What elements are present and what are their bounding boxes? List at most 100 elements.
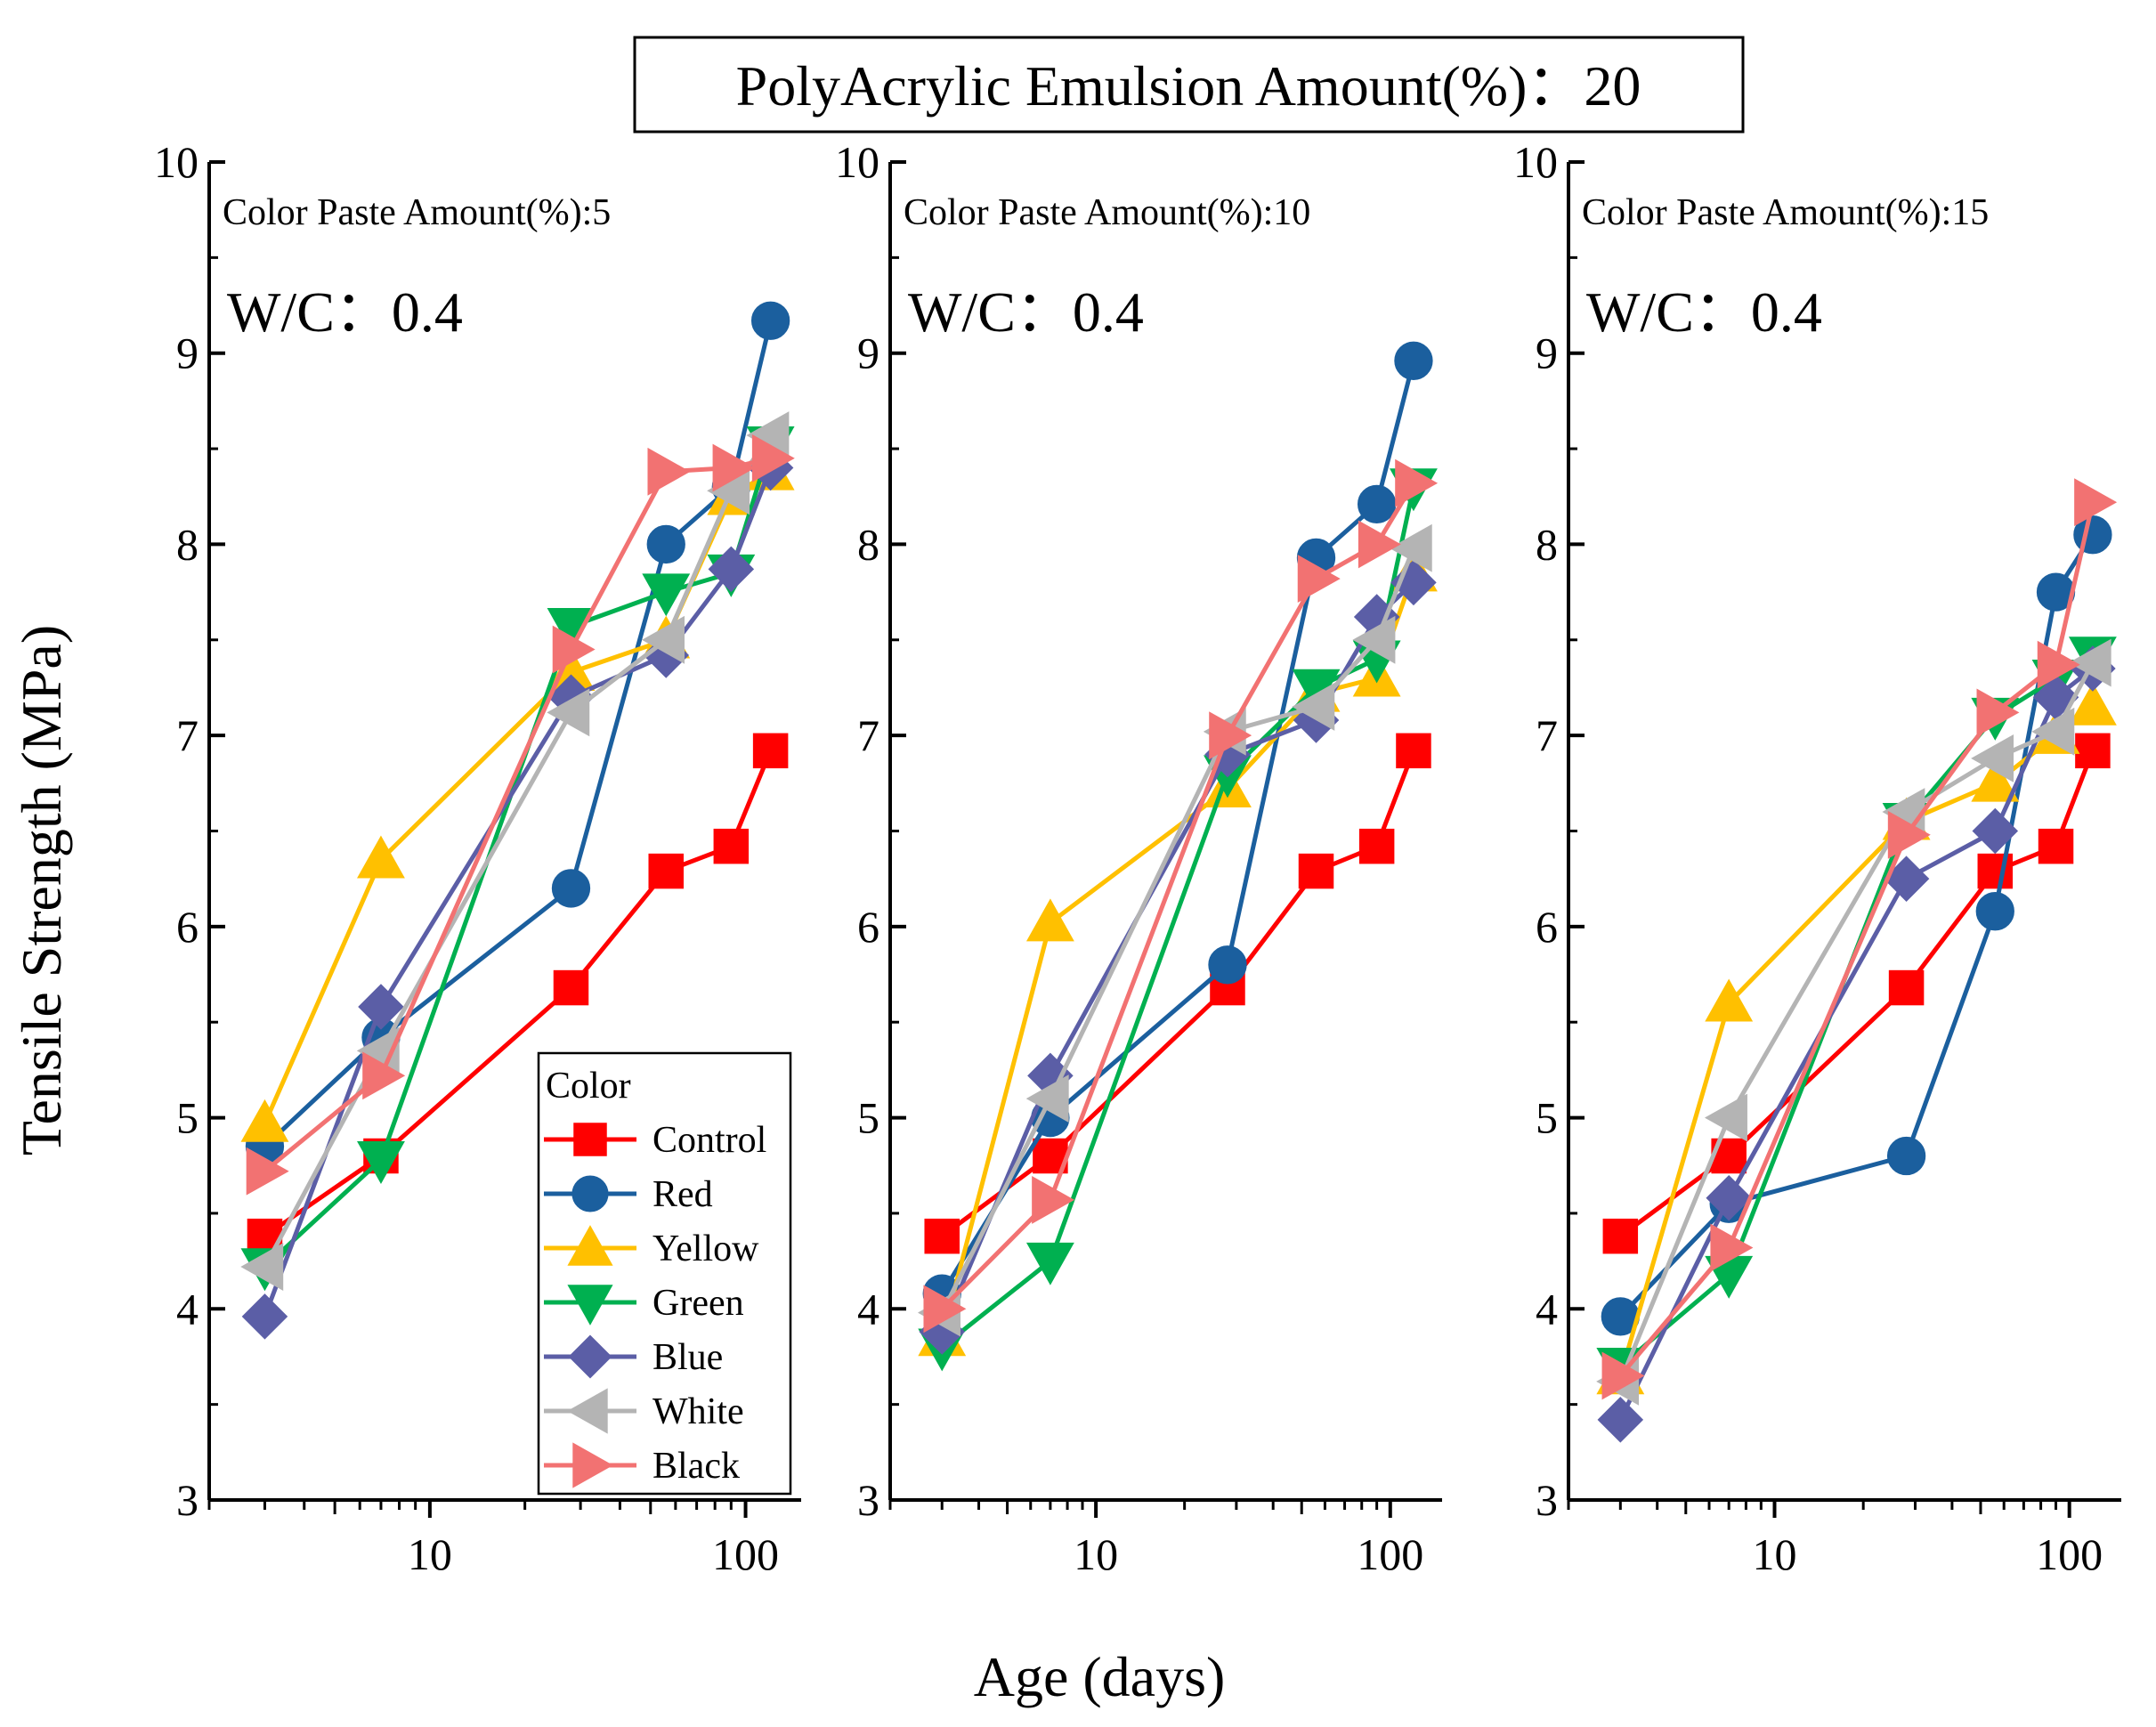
x-tick-label: 100 bbox=[712, 1529, 779, 1579]
series-black bbox=[1601, 478, 2118, 1400]
series-red bbox=[1601, 515, 2112, 1336]
y-tick-label: 8 bbox=[176, 519, 199, 569]
data-point-black bbox=[1358, 520, 1401, 569]
data-point-black bbox=[1297, 555, 1341, 604]
y-tick-label: 8 bbox=[1536, 519, 1558, 569]
legend-label: Blue bbox=[652, 1337, 723, 1378]
legend-entry-black: Black bbox=[544, 1442, 740, 1488]
data-point-black bbox=[2074, 478, 2118, 527]
data-point-control bbox=[752, 733, 789, 769]
y-tick-label: 3 bbox=[857, 1475, 879, 1525]
legend-marker-control bbox=[573, 1123, 607, 1156]
legend-label: Green bbox=[652, 1283, 744, 1324]
y-tick-label: 10 bbox=[835, 137, 879, 187]
legend-entry-green: Green bbox=[544, 1283, 744, 1326]
legend-entry-control: Control bbox=[544, 1120, 766, 1161]
data-point-control bbox=[713, 828, 750, 864]
y-tick-label: 5 bbox=[857, 1093, 879, 1143]
legend-label: Red bbox=[652, 1174, 713, 1215]
series-control bbox=[924, 733, 1431, 1254]
panel-annotation: W/C：0.4 bbox=[1586, 280, 1822, 344]
data-point-red bbox=[1208, 945, 1247, 985]
y-tick-label: 10 bbox=[1513, 137, 1558, 187]
series-line-red bbox=[1618, 533, 2095, 1318]
panels: 3 4 5 6 7 8 9 10 10 100 Color Paste Amount(%):5 W/C… bbox=[154, 137, 2121, 1579]
panel-3: 3 4 5 6 7 8 9 10 10 100 Color Paste Amount(%):15 W/… bbox=[1513, 137, 2121, 1579]
data-point-black bbox=[246, 1147, 289, 1196]
data-point-black bbox=[1601, 1351, 1645, 1400]
data-point-control bbox=[1396, 733, 1431, 769]
data-point-black bbox=[552, 625, 596, 674]
data-point-black bbox=[1209, 711, 1252, 760]
data-point-control bbox=[2038, 828, 2074, 864]
data-point-black bbox=[647, 447, 691, 496]
data-point-yellow bbox=[1971, 758, 2020, 802]
legend-label: Yellow bbox=[652, 1228, 759, 1269]
series-control bbox=[247, 733, 789, 1254]
data-point-blue bbox=[1597, 1397, 1644, 1443]
data-point-blue bbox=[241, 1293, 288, 1340]
series-blue bbox=[919, 559, 1437, 1355]
y-tick-label: 6 bbox=[1536, 902, 1558, 952]
panel-title: Color Paste Amount(%):15 bbox=[1582, 192, 1989, 233]
data-point-red bbox=[1975, 892, 2014, 931]
series-white bbox=[918, 523, 1432, 1337]
legend-label: White bbox=[652, 1391, 744, 1432]
series-line-white bbox=[939, 547, 1416, 1314]
legend-entry-white: White bbox=[544, 1388, 744, 1434]
data-point-black bbox=[1710, 1223, 1754, 1272]
figure-title: PolyAcrylic Emulsion Amount(%)：20 bbox=[736, 54, 1641, 118]
data-point-control bbox=[648, 853, 684, 889]
panel-annotation: W/C：0.4 bbox=[908, 280, 1144, 344]
figure-title-group: PolyAcrylic Emulsion Amount(%)：20 bbox=[633, 36, 1745, 134]
y-tick-label: 10 bbox=[154, 137, 199, 187]
data-point-white bbox=[2068, 638, 2111, 687]
data-point-red bbox=[750, 301, 790, 340]
series-blue bbox=[1597, 645, 2116, 1443]
legend-marker-white bbox=[567, 1388, 608, 1434]
data-point-control bbox=[1298, 853, 1334, 889]
series-yellow bbox=[918, 548, 1438, 1357]
series-black bbox=[246, 434, 795, 1196]
data-point-control bbox=[1358, 828, 1395, 864]
data-point-white bbox=[1292, 683, 1335, 731]
legend-entry-blue: Blue bbox=[544, 1334, 723, 1379]
data-point-black bbox=[1032, 1175, 1075, 1224]
y-tick-label: 7 bbox=[176, 710, 199, 760]
data-point-white bbox=[547, 688, 590, 737]
data-point-blue bbox=[358, 984, 404, 1030]
data-point-control bbox=[1888, 969, 1925, 1006]
data-point-red bbox=[551, 869, 591, 908]
legend-marker-red bbox=[571, 1175, 609, 1212]
y-tick-label: 3 bbox=[176, 1475, 199, 1525]
data-point-black bbox=[1395, 458, 1439, 507]
y-tick-label: 7 bbox=[1536, 710, 1558, 760]
data-point-blue bbox=[1706, 1174, 1752, 1221]
data-point-blue bbox=[708, 546, 755, 593]
y-tick-label: 8 bbox=[857, 519, 879, 569]
series-yellow bbox=[1596, 682, 2117, 1395]
data-point-white bbox=[1389, 523, 1432, 572]
data-point-red bbox=[1886, 1136, 1926, 1176]
series-green bbox=[918, 468, 1438, 1372]
legend: Color Control Red Yellow Green Blue White Black bbox=[537, 1051, 792, 1496]
data-point-blue bbox=[1390, 559, 1437, 606]
legend-label: Control bbox=[652, 1120, 766, 1161]
y-tick-label: 9 bbox=[857, 328, 879, 378]
data-point-black bbox=[923, 1285, 967, 1334]
figure-title-box bbox=[633, 36, 1745, 134]
x-axis-label: Age (days) bbox=[974, 1645, 1226, 1708]
data-point-black bbox=[1887, 810, 1931, 859]
y-axis-label: Tensile Strength (MPa) bbox=[10, 625, 73, 1155]
y-tick-label: 3 bbox=[1536, 1475, 1558, 1525]
legend-marker-yellow bbox=[567, 1225, 613, 1266]
data-point-white bbox=[1705, 1093, 1747, 1142]
data-point-black bbox=[712, 443, 756, 492]
data-point-black bbox=[751, 434, 795, 482]
series-line-control bbox=[1618, 750, 2095, 1238]
legend-title: Color bbox=[546, 1066, 631, 1107]
panel-annotation: W/C：0.4 bbox=[227, 280, 463, 344]
legend-marker-green bbox=[567, 1285, 613, 1326]
data-point-yellow bbox=[357, 835, 405, 879]
